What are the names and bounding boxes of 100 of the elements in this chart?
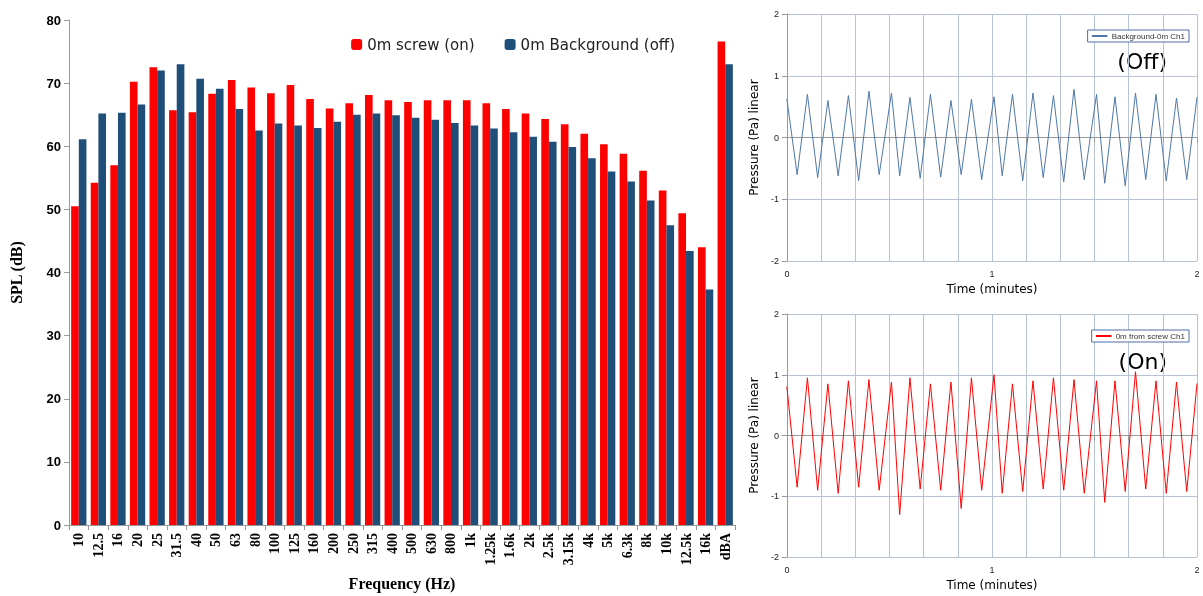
bar (286, 85, 295, 525)
legend-label: 0m Background (off) (520, 35, 676, 54)
y-tick-label: 2 (773, 309, 779, 319)
bar (431, 119, 440, 525)
x-tick-label: 200 (325, 533, 341, 554)
x-tick-label: 10k (658, 532, 674, 555)
y-axis-title: Pressure (Pa) linear (747, 377, 761, 494)
bar (325, 108, 334, 525)
y-tick-label: -1 (770, 491, 779, 502)
bar (384, 100, 393, 525)
bar (411, 117, 420, 525)
y-tick-label: -2 (770, 552, 779, 563)
bar (443, 100, 451, 525)
y-tick-label: 80 (46, 12, 61, 28)
legend-label: 0m screw (on) (367, 35, 475, 54)
x-tick-label: 5k (600, 532, 616, 548)
bar (149, 67, 158, 525)
bar (646, 200, 655, 525)
x-tick-label: dBA (717, 532, 733, 561)
bar (509, 132, 518, 525)
x-tick-label: 50 (208, 533, 224, 547)
x-tick-label: 1k (463, 532, 479, 548)
x-tick-label: 2k (521, 532, 537, 548)
y-tick-label: -2 (770, 256, 779, 267)
bar (90, 182, 99, 525)
bar (666, 225, 675, 525)
bar (627, 181, 635, 525)
x-tick-label: 0 (784, 268, 790, 279)
bar (639, 170, 647, 525)
bar (450, 122, 459, 525)
bar (697, 247, 706, 525)
x-tick-label: 40 (188, 533, 204, 547)
x-tick-label: 1.25k (482, 532, 498, 566)
bar (188, 112, 197, 525)
y-tick-label: 20 (46, 391, 61, 407)
bar (313, 127, 322, 525)
bar (215, 88, 224, 525)
bar (176, 64, 185, 525)
bar (247, 87, 256, 525)
bar (392, 115, 400, 525)
bar (529, 136, 537, 525)
x-tick-label: 20 (130, 533, 146, 547)
x-tick-label: 125 (286, 533, 302, 554)
bar (560, 124, 569, 525)
x-tick-label: 2 (1194, 564, 1200, 575)
x-tick-label: 12.5k (678, 532, 694, 566)
y-tick-label: 30 (46, 328, 61, 344)
bar (353, 114, 361, 525)
bar (490, 128, 498, 525)
bar (521, 113, 530, 525)
bar (686, 251, 694, 525)
bar (117, 112, 126, 525)
y-tick-label: 10 (46, 454, 61, 470)
bar (404, 102, 412, 525)
x-tick-label: 12.5 (90, 533, 106, 558)
x-tick-label: 100 (267, 533, 283, 554)
bar (294, 125, 302, 525)
bar (619, 153, 628, 525)
y-tick-label: 2 (773, 9, 779, 19)
bar (71, 206, 79, 525)
y-tick-label: 60 (46, 138, 61, 154)
x-axis-title: Frequency (Hz) (348, 574, 456, 593)
x-tick-label: 0 (784, 564, 790, 575)
bar (717, 41, 726, 525)
bar (502, 109, 510, 525)
bar (580, 133, 589, 525)
y-axis-title: SPL (dB) (7, 241, 26, 304)
bar (600, 144, 608, 525)
bar (607, 171, 616, 525)
bar (548, 141, 557, 525)
x-tick-label: 16k (698, 532, 714, 555)
bar (658, 190, 667, 525)
legend-label: Background-0m Ch1 (1111, 31, 1186, 41)
bar (462, 100, 471, 525)
bar (364, 95, 373, 525)
y-tick-label: 1 (773, 70, 779, 81)
bar (110, 165, 118, 525)
x-tick-label: 800 (443, 533, 459, 554)
bar (725, 64, 733, 525)
x-tick-label: 1 (989, 268, 995, 279)
bar (541, 119, 549, 525)
bar (423, 100, 432, 525)
bar (568, 146, 577, 525)
x-axis-title: Time (minutes) (945, 282, 1038, 296)
x-tick-label: 31.5 (169, 533, 185, 558)
x-tick-label: 400 (384, 533, 400, 554)
x-tick-label: 2.5k (541, 532, 557, 559)
y-tick-label: 1 (773, 369, 779, 380)
bar (98, 113, 107, 525)
bar (255, 130, 263, 525)
bar (169, 110, 177, 525)
bar (129, 81, 138, 525)
y-tick-label: 0 (53, 517, 61, 533)
y-axis-title: Pressure (Pa) linear (747, 79, 761, 196)
x-tick-label: 160 (306, 533, 322, 554)
x-tick-label: 4k (580, 532, 596, 548)
x-tick-label: 16 (110, 533, 126, 547)
bar (678, 213, 687, 525)
bar (482, 103, 491, 525)
y-tick-label: 70 (46, 75, 61, 91)
